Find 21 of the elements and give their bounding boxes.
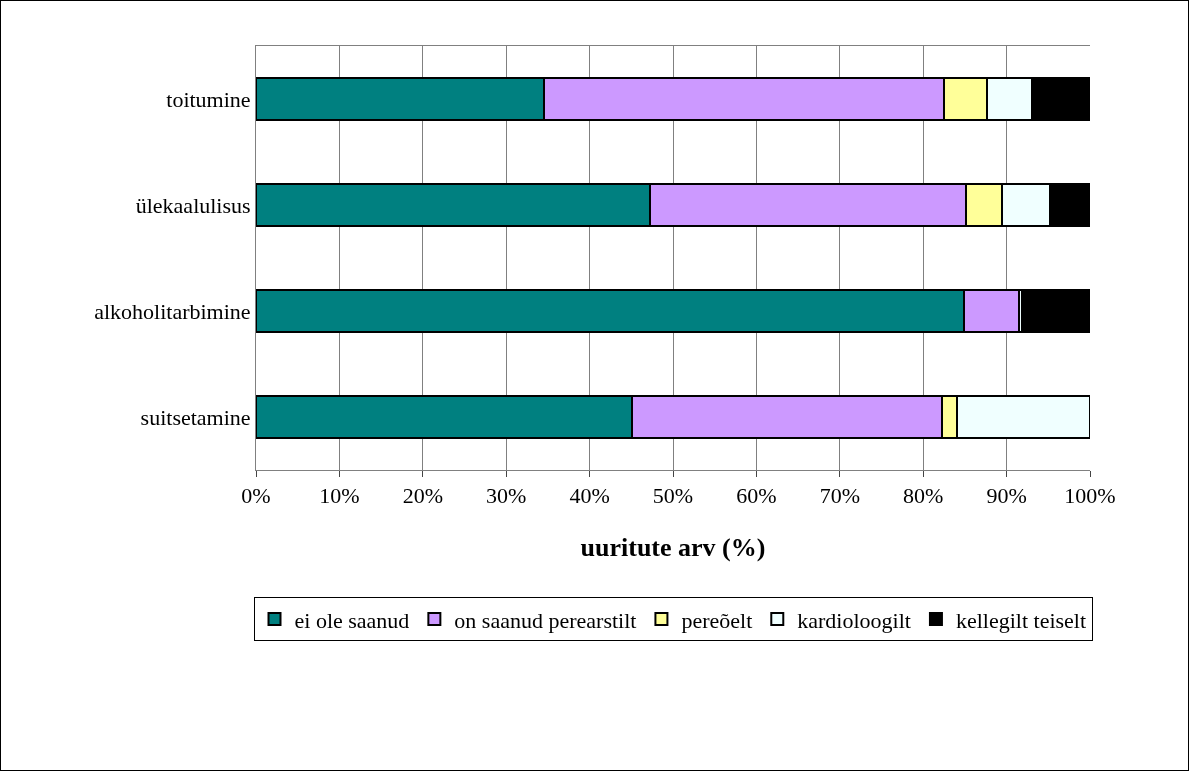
- x-tick-label: 40%: [569, 483, 610, 509]
- x-tick-label: 50%: [652, 483, 694, 509]
- x-tick-label: 10%: [319, 483, 360, 509]
- y-tick-label: suitsetamine: [140, 404, 251, 430]
- x-tick-label: 70%: [819, 483, 860, 509]
- y-tick-label: alkoholitarbimine: [94, 298, 251, 324]
- x-tick-label: 0%: [241, 483, 271, 509]
- x-axis-title: uuritute arv (%): [580, 533, 766, 563]
- x-tick-label: 20%: [402, 483, 443, 509]
- legend-label: ei ole saanud: [294, 607, 410, 633]
- x-tick-label: 100%: [1064, 483, 1116, 509]
- x-tick-label: 60%: [736, 483, 777, 509]
- legend-label: kardioloogilt: [797, 607, 911, 633]
- y-tick-label: ülekaalulisus: [135, 192, 251, 218]
- x-tick-label: 90%: [986, 483, 1027, 509]
- legend-label: kellegilt teiselt: [955, 607, 1087, 633]
- legend-label: on saanud perearstilt: [454, 607, 637, 633]
- legend-label: pereõelt: [681, 607, 753, 633]
- y-tick-label: toitumine: [166, 86, 251, 112]
- x-tick-label: 80%: [903, 483, 944, 509]
- x-tick-label: 30%: [486, 483, 527, 509]
